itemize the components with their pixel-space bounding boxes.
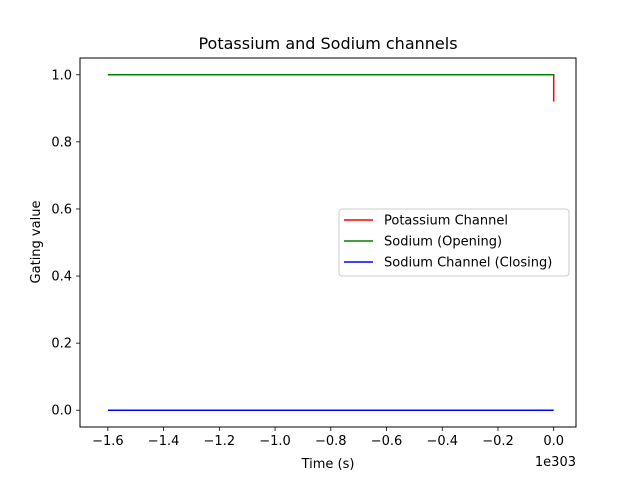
legend: Potassium Channel Sodium (Opening) Sodium …	[338, 208, 570, 277]
legend-label-sodium-channel-closing: Sodium Channel (Closing)	[384, 256, 552, 271]
y-axis: 0.0 0.2 0.4 0.6 0.8 1.0	[51, 68, 80, 419]
legend-box	[338, 208, 570, 277]
chart-title: Potassium and Sodium channels	[198, 34, 457, 53]
y-tick-label: 0.8	[51, 135, 72, 150]
series-line-potassium-channel	[107, 74, 555, 102]
x-axis-label: Time (s)	[301, 457, 355, 472]
x-tick-label: −1.4	[148, 434, 180, 449]
plot-lines	[107, 74, 555, 411]
y-tick-label: 0.4	[51, 270, 72, 285]
y-tick-label: 1.0	[51, 68, 72, 83]
x-axis-offset-text: 1e303	[535, 455, 576, 470]
x-tick-label: 0.0	[543, 434, 564, 449]
x-tick-label: −0.6	[371, 434, 403, 449]
y-tick-label: 0.0	[51, 404, 72, 419]
x-tick-label: −1.0	[259, 434, 291, 449]
y-tick-label: 0.2	[51, 337, 72, 352]
legend-label-sodium-opening: Sodium (Opening)	[384, 235, 502, 250]
x-tick-label: −0.4	[426, 434, 458, 449]
x-tick-label: −1.2	[204, 434, 236, 449]
x-axis: −1.6 −1.4 −1.2 −1.0 −0.8 −0.6 −0.4 −0.2 0.0	[92, 427, 564, 449]
x-tick-label: −0.2	[482, 434, 514, 449]
x-tick-label: −0.8	[315, 434, 347, 449]
x-tick-label: −1.6	[92, 434, 124, 449]
y-axis-label: Gating value	[29, 201, 44, 284]
legend-label-potassium-channel: Potassium Channel	[384, 214, 508, 229]
y-tick-label: 0.6	[51, 202, 72, 217]
plot-frame	[79, 57, 577, 428]
series-line-sodium-opening	[107, 74, 555, 77]
